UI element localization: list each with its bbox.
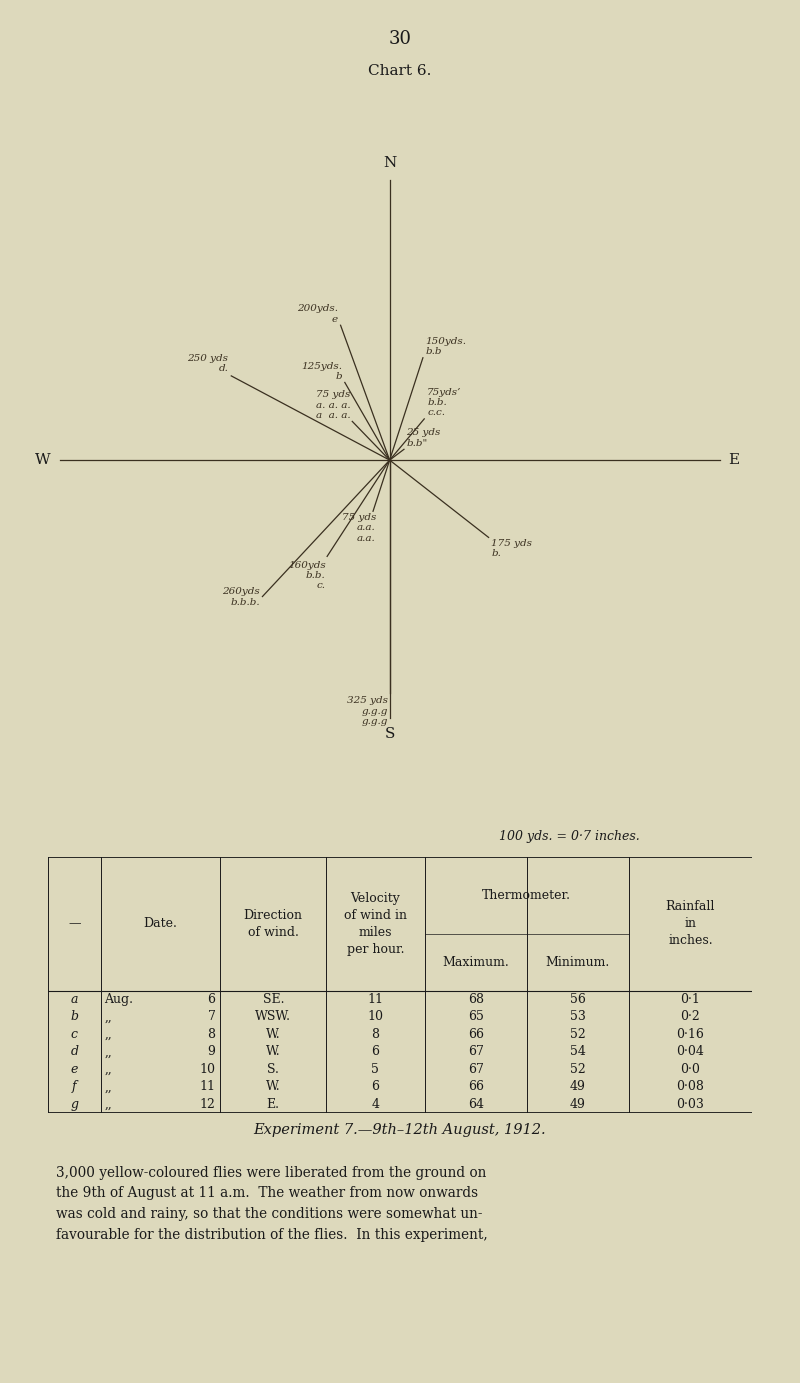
Text: 150yds.
b.b: 150yds. b.b — [426, 337, 466, 357]
Text: 6: 6 — [371, 1046, 379, 1058]
Text: 52: 52 — [570, 1064, 586, 1076]
Text: 75 yds
a. a. a.
a  a. a.: 75 yds a. a. a. a a. a. — [316, 390, 351, 420]
Text: 52: 52 — [570, 1028, 586, 1041]
Text: 64: 64 — [468, 1098, 484, 1111]
Text: 7: 7 — [208, 1011, 215, 1023]
Text: 12: 12 — [200, 1098, 215, 1111]
Text: b: b — [70, 1011, 78, 1023]
Text: 56: 56 — [570, 993, 586, 1005]
Text: SE.: SE. — [262, 993, 284, 1005]
Text: 25 yds
b.b": 25 yds b.b" — [406, 429, 441, 448]
Text: g: g — [70, 1098, 78, 1111]
Text: 100 yds. = 0·7 inches.: 100 yds. = 0·7 inches. — [499, 830, 640, 842]
Text: 10: 10 — [367, 1011, 383, 1023]
Text: 54: 54 — [570, 1046, 586, 1058]
Text: 49: 49 — [570, 1098, 586, 1111]
Text: f: f — [72, 1080, 77, 1094]
Text: 11: 11 — [199, 1080, 215, 1094]
Text: 125yds.
b: 125yds. b — [302, 361, 342, 380]
Text: 260yds
b.b.b.: 260yds b.b.b. — [222, 588, 260, 607]
Text: E.: E. — [266, 1098, 280, 1111]
Text: Chart 6.: Chart 6. — [368, 64, 432, 77]
Text: 9: 9 — [208, 1046, 215, 1058]
Text: 250 yds
d.: 250 yds d. — [187, 354, 228, 373]
Text: 11: 11 — [367, 993, 383, 1005]
Text: 75yds’
b.b.
c.c.: 75yds’ b.b. c.c. — [427, 387, 462, 418]
Text: ,,: ,, — [104, 1064, 112, 1076]
Text: a: a — [70, 993, 78, 1005]
Text: 49: 49 — [570, 1080, 586, 1094]
Text: Thermometer.: Thermometer. — [482, 889, 571, 902]
Text: Date.: Date. — [144, 917, 178, 931]
Text: e: e — [70, 1064, 78, 1076]
Text: 200yds.
e: 200yds. e — [297, 304, 338, 324]
Text: 65: 65 — [468, 1011, 484, 1023]
Text: c: c — [71, 1028, 78, 1041]
Text: 8: 8 — [371, 1028, 379, 1041]
Text: Aug.: Aug. — [104, 993, 134, 1005]
Text: W.: W. — [266, 1080, 281, 1094]
Text: E: E — [728, 454, 739, 467]
Text: W: W — [35, 454, 51, 467]
Text: Velocity
of wind in
miles
per hour.: Velocity of wind in miles per hour. — [344, 892, 407, 956]
Text: 0·2: 0·2 — [681, 1011, 700, 1023]
Text: 5: 5 — [371, 1064, 379, 1076]
Text: ,,: ,, — [104, 1028, 112, 1041]
Text: 0·0: 0·0 — [681, 1064, 700, 1076]
Text: —: — — [68, 917, 81, 931]
Text: 66: 66 — [468, 1028, 484, 1041]
Text: 0·1: 0·1 — [681, 993, 700, 1005]
Text: 30: 30 — [389, 30, 411, 48]
Text: 175 yds
b.: 175 yds b. — [491, 539, 533, 559]
Text: ,,: ,, — [104, 1011, 112, 1023]
Text: 0·08: 0·08 — [677, 1080, 704, 1094]
Text: 0·03: 0·03 — [677, 1098, 704, 1111]
Text: S: S — [385, 727, 395, 741]
Text: Minimum.: Minimum. — [546, 956, 610, 969]
Text: 8: 8 — [207, 1028, 215, 1041]
Text: ,,: ,, — [104, 1046, 112, 1058]
Text: ,,: ,, — [104, 1098, 112, 1111]
Text: 68: 68 — [468, 993, 484, 1005]
Text: 160yds
b.b.
c.: 160yds b.b. c. — [288, 560, 326, 591]
Text: 3,000 yellow-coloured flies were liberated from the ground on
the 9th of August : 3,000 yellow-coloured flies were liberat… — [56, 1166, 488, 1242]
Text: d: d — [70, 1046, 78, 1058]
Text: Maximum.: Maximum. — [442, 956, 509, 969]
Text: Direction
of wind.: Direction of wind. — [244, 909, 302, 939]
Text: 4: 4 — [371, 1098, 379, 1111]
Text: 325 yds
g.g.g
g.g.g: 325 yds g.g.g g.g.g — [347, 696, 388, 726]
Text: 6: 6 — [371, 1080, 379, 1094]
Text: 66: 66 — [468, 1080, 484, 1094]
Text: 10: 10 — [199, 1064, 215, 1076]
Text: 0·04: 0·04 — [677, 1046, 704, 1058]
Text: Rainfall
in
inches.: Rainfall in inches. — [666, 900, 715, 947]
Text: WSW.: WSW. — [255, 1011, 291, 1023]
Text: 53: 53 — [570, 1011, 586, 1023]
Text: Experiment 7.—9th–12th August, 1912.: Experiment 7.—9th–12th August, 1912. — [254, 1123, 546, 1137]
Text: W.: W. — [266, 1046, 281, 1058]
Text: 75 yds
a.a.
a.a.: 75 yds a.a. a.a. — [342, 513, 376, 542]
Text: 0·16: 0·16 — [677, 1028, 704, 1041]
Text: 67: 67 — [468, 1046, 484, 1058]
Text: W.: W. — [266, 1028, 281, 1041]
Text: ,,: ,, — [104, 1080, 112, 1094]
Text: S.: S. — [267, 1064, 279, 1076]
Text: 67: 67 — [468, 1064, 484, 1076]
Text: N: N — [383, 155, 396, 170]
Text: 6: 6 — [207, 993, 215, 1005]
